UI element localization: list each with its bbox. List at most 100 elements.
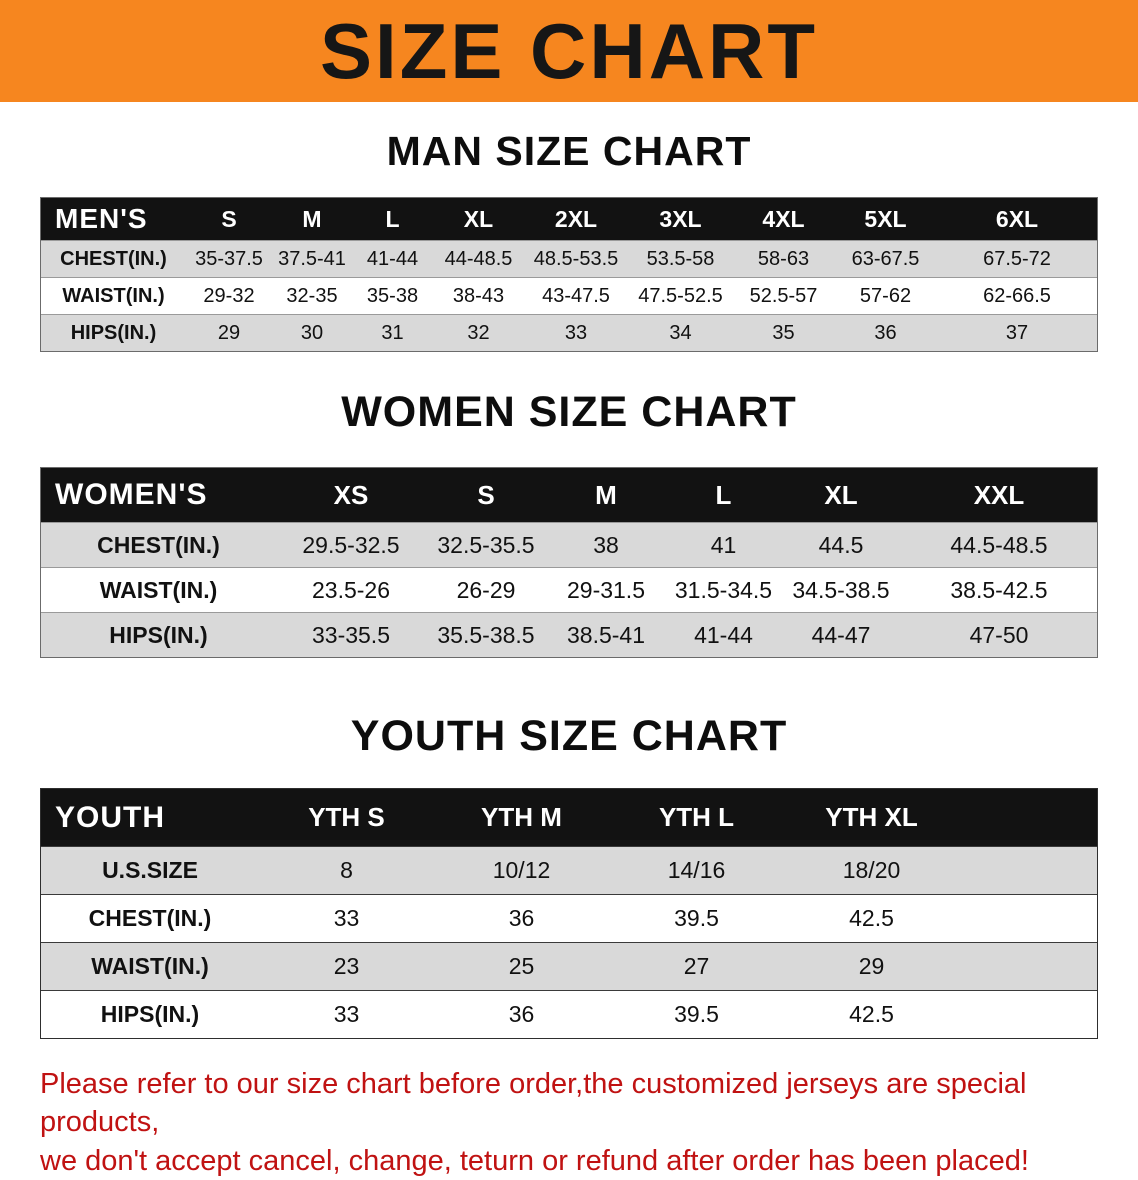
value-cell: 35-37.5 xyxy=(195,247,263,270)
spacer-cell xyxy=(959,943,1097,990)
value-cell: 38.5-41 xyxy=(566,621,645,648)
size-header-cell: S xyxy=(477,479,495,510)
value-cell: 41 xyxy=(710,531,737,558)
mens-size-table: MEN'S S M L XL 2XL 3XL 4XL 5XL 6XL CHEST(IN.) 35-37… xyxy=(40,197,1098,352)
table-row: U.S.SIZE 8 10/12 14/16 18/20 xyxy=(41,846,1097,894)
youth-size-table: YOUTH YTH S YTH M YTH L YTH XL U.S.SIZE 8 10/12… xyxy=(40,788,1098,1039)
value-cell: 67.5-72 xyxy=(983,247,1051,270)
table-header-row: WOMEN'S XS S M L XL XXL xyxy=(41,468,1097,522)
table-row: HIPS(IN.) 29 30 31 32 33 34 35 36 37 xyxy=(41,314,1097,351)
size-header-cell: 5XL xyxy=(864,205,907,232)
table-row: CHEST(IN.) 33 36 39.5 42.5 xyxy=(41,894,1097,942)
value-cell: 29 xyxy=(858,953,885,979)
value-cell: 43-47.5 xyxy=(542,284,610,307)
women-size-chart-heading: WOMEN SIZE CHART xyxy=(341,388,797,436)
value-cell: 31 xyxy=(381,321,404,344)
size-header-cell: 4XL xyxy=(762,205,805,232)
value-cell: 57-62 xyxy=(859,284,912,307)
youth-size-chart-section: YOUTH SIZE CHART YOUTH YTH S YTH M YTH L YTH… xyxy=(0,712,1138,1039)
row-label-cell: HIPS(IN.) xyxy=(70,321,157,344)
value-cell: 29 xyxy=(217,321,241,344)
value-cell: 30 xyxy=(300,321,324,344)
value-cell: 29-31.5 xyxy=(566,576,645,603)
man-size-chart-section: MAN SIZE CHART MEN'S S M L XL 2XL 3XL 4XL 5XL 6XL… xyxy=(0,128,1138,352)
value-cell: 42.5 xyxy=(849,905,894,931)
spacer-cell xyxy=(959,847,1097,894)
womens-size-table: WOMEN'S XS S M L XL XXL CHEST(IN.) 29.5-32.5 32.5… xyxy=(40,467,1098,658)
value-cell: 27 xyxy=(683,953,710,979)
value-cell: 38.5-42.5 xyxy=(950,576,1048,603)
size-chart-banner: SIZE CHART xyxy=(0,0,1138,102)
row-label-cell: CHEST(IN.) xyxy=(97,531,220,558)
value-cell: 34.5-38.5 xyxy=(792,576,890,603)
table-title-cell: YOUTH xyxy=(55,800,165,834)
value-cell: 33 xyxy=(564,321,588,344)
row-label-cell: HIPS(IN.) xyxy=(100,1001,200,1027)
value-cell: 18/20 xyxy=(842,857,901,883)
table-row: HIPS(IN.) 33-35.5 35.5-38.5 38.5-41 41-44 44-… xyxy=(41,612,1097,657)
size-header-cell: YTH M xyxy=(481,802,562,832)
value-cell: 44-47 xyxy=(811,621,871,648)
value-cell: 23 xyxy=(333,953,360,979)
value-cell: 8 xyxy=(340,857,353,883)
value-cell: 52.5-57 xyxy=(749,284,818,307)
value-cell: 32 xyxy=(467,321,490,344)
value-cell: 35-38 xyxy=(366,284,419,307)
size-header-cell: 6XL xyxy=(995,205,1039,232)
table-row: CHEST(IN.) 29.5-32.5 32.5-35.5 38 41 44.5 44.5… xyxy=(41,522,1097,567)
footer-note: Please refer to our size chart before or… xyxy=(40,1065,1098,1180)
value-cell: 38-43 xyxy=(452,284,505,307)
value-cell: 31.5-34.5 xyxy=(674,576,773,603)
row-label-cell: CHEST(IN.) xyxy=(88,905,212,931)
value-cell: 39.5 xyxy=(674,905,719,931)
value-cell: 47.5-52.5 xyxy=(638,284,723,307)
spacer-cell xyxy=(959,991,1097,1038)
banner-title: SIZE CHART xyxy=(320,7,818,95)
value-cell: 44.5 xyxy=(818,531,864,558)
value-cell: 37 xyxy=(1005,321,1029,344)
row-label-cell: U.S.SIZE xyxy=(102,857,198,883)
value-cell: 33 xyxy=(333,905,360,931)
row-label-cell: HIPS(IN.) xyxy=(109,621,208,648)
value-cell: 62-66.5 xyxy=(983,284,1051,307)
table-title-cell: WOMEN'S xyxy=(55,478,208,511)
table-title-cell: MEN'S xyxy=(55,203,148,234)
size-header-cell: YTH S xyxy=(308,802,385,832)
value-cell: 33-35.5 xyxy=(311,621,390,648)
value-cell: 23.5-26 xyxy=(311,576,390,603)
value-cell: 36 xyxy=(508,905,535,931)
row-label-cell: CHEST(IN.) xyxy=(60,247,167,270)
size-header-cell: 2XL xyxy=(554,205,598,232)
spacer-cell xyxy=(959,895,1097,942)
table-row: HIPS(IN.) 33 36 39.5 42.5 xyxy=(41,990,1097,1038)
value-cell: 36 xyxy=(508,1001,535,1027)
size-header-cell: L xyxy=(715,479,732,510)
value-cell: 35.5-38.5 xyxy=(437,621,535,648)
row-label-cell: WAIST(IN.) xyxy=(91,953,209,979)
value-cell: 53.5-58 xyxy=(646,247,715,270)
value-cell: 38 xyxy=(593,531,619,558)
value-cell: 41-44 xyxy=(366,247,419,270)
value-cell: 44-48.5 xyxy=(444,247,513,270)
value-cell: 32.5-35.5 xyxy=(437,531,535,558)
value-cell: 48.5-53.5 xyxy=(533,247,619,270)
size-header-cell: XL xyxy=(463,205,494,232)
man-size-chart-heading: MAN SIZE CHART xyxy=(386,128,752,174)
value-cell: 10/12 xyxy=(492,857,551,883)
value-cell: 36 xyxy=(874,321,897,344)
value-cell: 44.5-48.5 xyxy=(950,531,1048,558)
footer-line1: Please refer to our size chart before or… xyxy=(40,1068,1027,1139)
size-header-cell: M xyxy=(595,479,617,510)
value-cell: 42.5 xyxy=(849,1001,894,1027)
size-header-cell: XS xyxy=(333,479,369,510)
size-header-cell: XXL xyxy=(973,479,1025,510)
size-header-cell: M xyxy=(302,205,322,232)
value-cell: 41-44 xyxy=(694,621,753,648)
value-cell: 39.5 xyxy=(674,1001,719,1027)
row-label-cell: WAIST(IN.) xyxy=(62,284,165,307)
value-cell: 29-32 xyxy=(203,284,255,307)
row-label-cell: WAIST(IN.) xyxy=(99,576,218,603)
value-cell: 37.5-41 xyxy=(278,247,346,270)
value-cell: 34 xyxy=(669,321,692,344)
women-size-chart-section: WOMEN SIZE CHART WOMEN'S XS S M L XL XXL CHEST(… xyxy=(0,388,1138,658)
